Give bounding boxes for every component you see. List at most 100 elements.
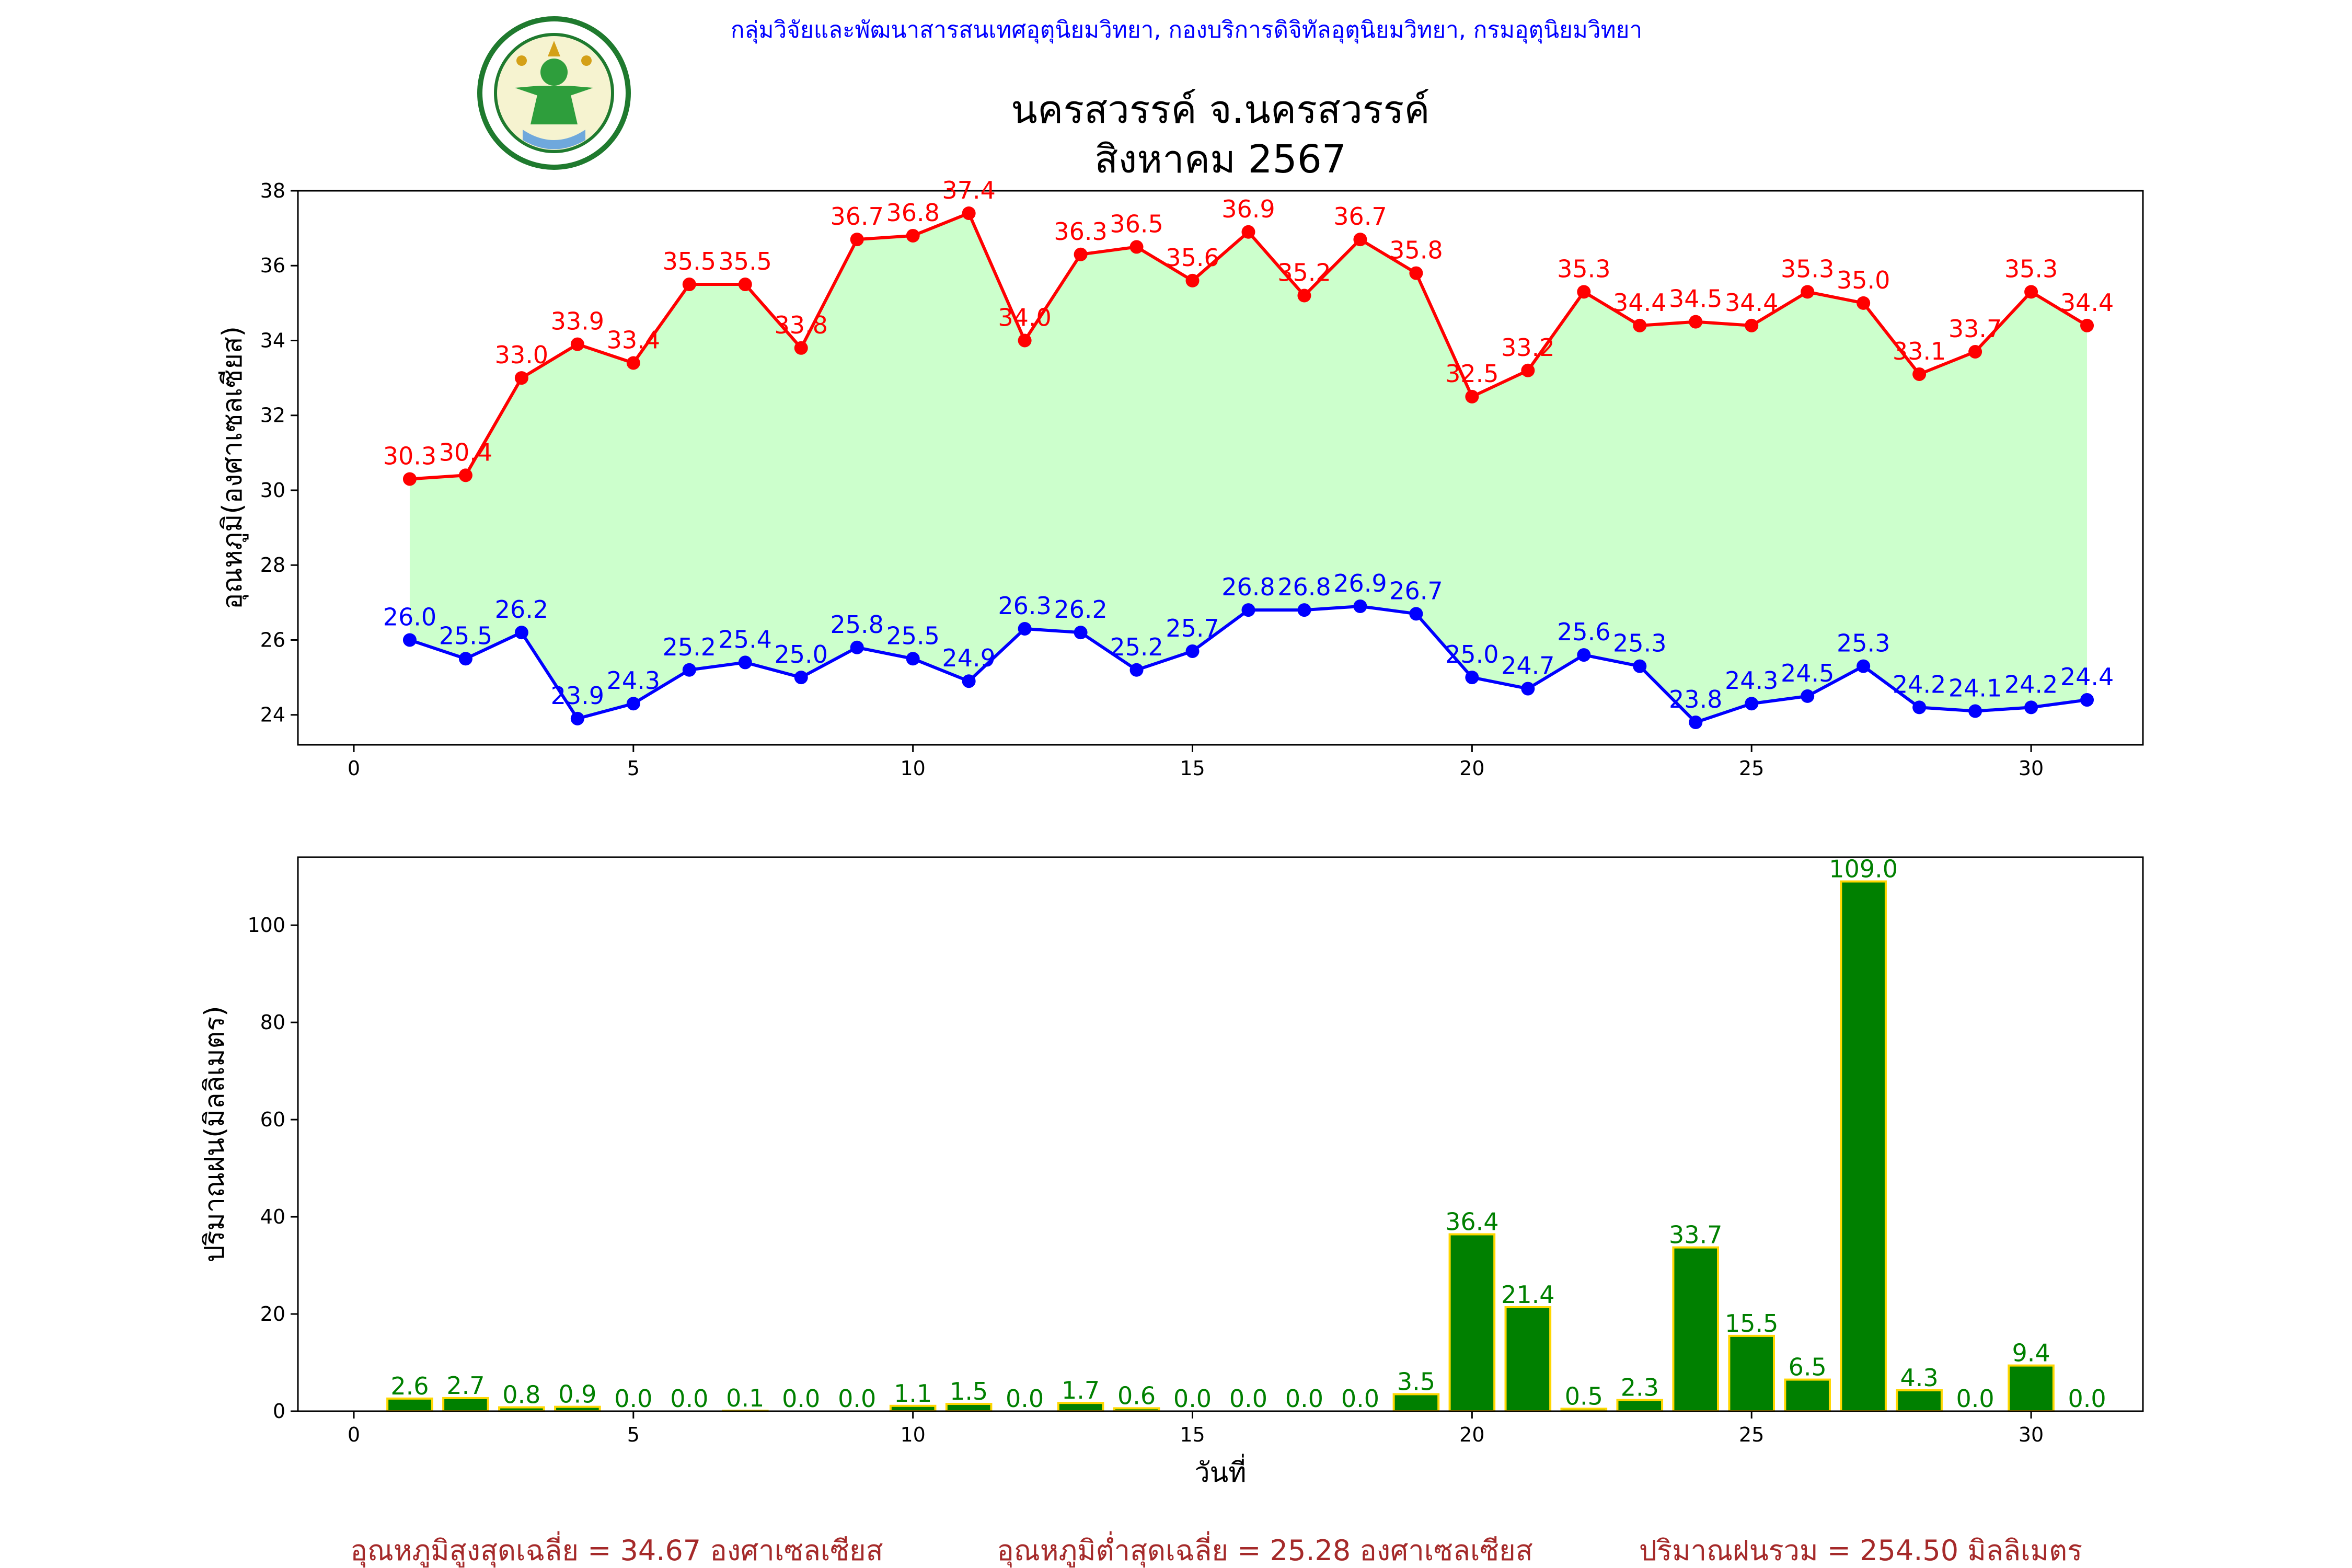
max-temperature-label: 35.6: [1166, 244, 1219, 272]
max-temperature-label: 36.9: [1221, 195, 1275, 223]
rainfall-bar-label: 2.6: [390, 1372, 429, 1400]
max-temperature-point: [1185, 273, 1200, 287]
min-temperature-point: [1129, 663, 1144, 677]
min-temperature-label: 25.7: [1166, 614, 1219, 642]
max-temperature-point: [570, 337, 584, 351]
min-temperature-point: [1074, 626, 1088, 640]
rainfall-bar-label: 0.0: [2068, 1385, 2106, 1413]
temperature-plot-frame: [297, 190, 2144, 746]
min-temperature-label: 24.4: [2060, 663, 2114, 691]
rainfall-bar-label: 1.1: [894, 1379, 932, 1408]
rainfall-bar-label: 109.0: [1829, 855, 1898, 883]
temperature-range-fill: [409, 213, 2088, 723]
x-tick-label: 30: [2019, 1423, 2044, 1446]
y-tick-label: 24: [260, 704, 285, 727]
min-temperature-label: 24.9: [942, 644, 995, 672]
max-temperature-point: [794, 341, 808, 355]
min-temperature-point: [2080, 693, 2094, 707]
rainfall-bar-label: 0.5: [1565, 1382, 1603, 1410]
rainfall-bar-label: 33.7: [1669, 1221, 1722, 1249]
rainfall-bar: [1896, 1389, 1943, 1413]
max-temperature-label: 34.4: [1725, 289, 1778, 317]
max-temperature-point: [1633, 318, 1647, 332]
min-temperature-point: [458, 652, 472, 666]
y-tick-label: 38: [260, 179, 285, 202]
max-temperature-point: [1968, 344, 1982, 359]
min-temperature-label: 26.9: [1333, 569, 1387, 597]
rainfall-bar: [1784, 1378, 1831, 1413]
min-temperature-label: 24.3: [1725, 666, 1778, 695]
x-tick-label: 25: [1739, 757, 1764, 780]
min-temperature-point: [1577, 648, 1591, 662]
max-temperature-label: 36.8: [886, 199, 939, 227]
max-temperature-label: 35.2: [1277, 259, 1331, 287]
min-temperature-point: [794, 671, 808, 685]
max-temperature-label: 35.3: [1557, 255, 1610, 283]
rainfall-bar-label: 0.9: [558, 1380, 596, 1409]
rainfall-bar-label: 0.0: [1006, 1385, 1044, 1413]
y-tick-label: 34: [260, 329, 285, 352]
max-temperature-point: [402, 472, 417, 486]
min-temperature-label: 25.3: [1837, 629, 1890, 658]
rainfall-bar-label: 0.0: [1341, 1385, 1379, 1413]
max-temperature-point: [1912, 367, 1927, 381]
min-temperature-point: [1912, 700, 1927, 714]
min-temperature-point: [570, 711, 584, 725]
max-temperature-label: 33.7: [1949, 315, 2002, 343]
max-temperature-label: 37.4: [942, 176, 995, 204]
max-temperature-point: [1129, 240, 1144, 254]
max-temperature-point: [906, 228, 920, 243]
max-temperature-label: 36.3: [1054, 217, 1107, 246]
max-temperature-point: [738, 278, 752, 292]
min-temperature-point: [1018, 621, 1032, 636]
rainfall-bar-label: 0.6: [1117, 1381, 1156, 1410]
rainfall-bar-label: 15.5: [1725, 1309, 1778, 1338]
min-temperature-label: 25.5: [439, 621, 492, 650]
min-temperature-label: 25.2: [663, 633, 716, 661]
rainfall-bar: [2008, 1364, 2055, 1412]
period-title: สิงหาคม 2567: [1094, 137, 1346, 182]
x-tick-label: 5: [627, 757, 640, 780]
rainfall-bar: [1504, 1306, 1552, 1413]
min-temperature-point: [1968, 704, 1982, 718]
min-temperature-label: 23.9: [551, 682, 604, 710]
rainfall-bar-label: 0.1: [726, 1384, 764, 1412]
max-temperature-label: 35.3: [1781, 255, 1834, 283]
min-temperature-point: [962, 674, 976, 688]
y-tick-label: 36: [260, 254, 285, 277]
max-temperature-point: [1297, 289, 1311, 303]
max-temperature-label: 33.4: [607, 326, 660, 354]
max-temperature-point: [2024, 285, 2038, 299]
rainfall-bar-label: 1.5: [950, 1377, 988, 1405]
max-temperature-label: 33.0: [495, 341, 548, 369]
y-tick-label: 100: [247, 914, 285, 937]
min-temperature-point: [2024, 700, 2038, 714]
min-temperature-point: [402, 633, 417, 647]
min-temperature-point: [1465, 671, 1479, 685]
max-temperature-label: 33.9: [551, 307, 604, 336]
rainfall-bar-label: 0.0: [1229, 1385, 1267, 1413]
max-temperature-point: [1689, 315, 1703, 329]
min-temperature-point: [1857, 659, 1871, 673]
max-temperature-label: 33.1: [1893, 337, 1946, 365]
rainfall-bar: [1840, 880, 1887, 1412]
min-temperature-label: 26.8: [1221, 573, 1275, 601]
x-tick-label: 10: [900, 1423, 925, 1446]
min-temperature-label: 24.1: [1949, 674, 2002, 702]
rainfall-bar-label: 0.0: [670, 1385, 708, 1413]
max-temperature-label: 35.0: [1837, 266, 1890, 294]
min-temperature-label: 25.0: [1445, 640, 1498, 668]
max-temperature-point: [1074, 247, 1088, 261]
max-temperature-label: 34.0: [998, 303, 1051, 331]
max-temperature-point: [2080, 318, 2094, 332]
department-seal-logo: [477, 16, 631, 170]
max-temperature-point: [1521, 363, 1535, 377]
rainfall-bar-label: 0.0: [838, 1385, 876, 1413]
x-tick-label: 15: [1180, 757, 1205, 780]
min-temperature-label: 25.3: [1613, 629, 1666, 658]
min-temperature-label: 24.7: [1501, 652, 1554, 680]
max-temperature-label: 30.4: [439, 438, 492, 466]
min-temperature-point: [1353, 599, 1367, 613]
max-temperature-label: 34.4: [1613, 289, 1666, 317]
rainfall-bar-label: 0.0: [1285, 1385, 1323, 1413]
